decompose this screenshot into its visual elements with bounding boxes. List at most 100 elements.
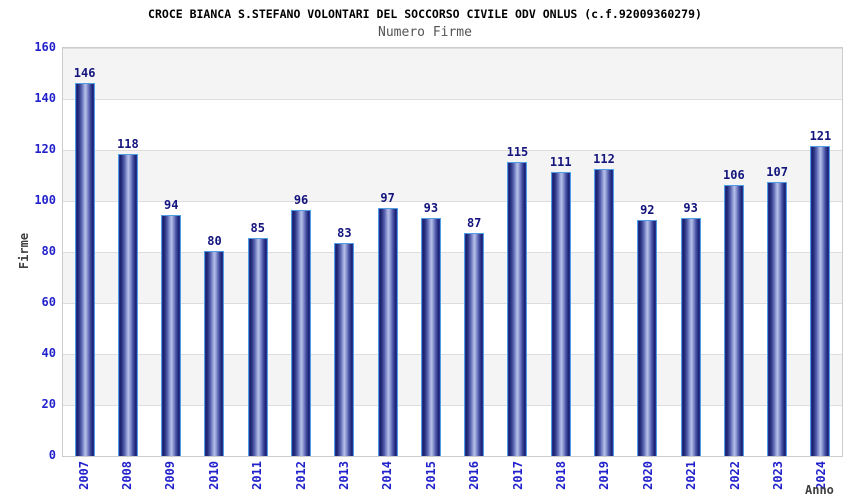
bar-slot: 121 — [799, 48, 842, 456]
bar-slot: 83 — [323, 48, 366, 456]
x-tick-label: 2013 — [337, 461, 352, 490]
x-tick-slot: 2016 — [453, 461, 496, 500]
bar-slot: 111 — [539, 48, 582, 456]
x-tick-slot: 2015 — [409, 461, 452, 500]
plot-area: 146 118 94 80 85 96 83 97 93 87 115 111 112 92 93 106 10… — [62, 47, 843, 457]
x-tick-label: 2011 — [250, 461, 265, 490]
x-tick-label: 2019 — [597, 461, 612, 490]
x-tick-label: 2010 — [206, 461, 221, 490]
bar-value-label: 146 — [73, 66, 96, 80]
bar-slot: 96 — [279, 48, 322, 456]
x-tick-label: 2018 — [553, 461, 568, 490]
bar-2019 — [594, 169, 615, 456]
bar-value-label: 106 — [723, 168, 745, 182]
bar-value-label: 112 — [593, 152, 615, 166]
y-tick-label: 140 — [34, 91, 56, 105]
x-axis-title: Anno — [805, 483, 834, 497]
bar-slot: 112 — [582, 48, 625, 456]
bar-value-label: 97 — [380, 191, 395, 205]
bar-value-label: 94 — [163, 198, 179, 212]
y-tick-label: 120 — [34, 142, 56, 156]
x-tick-slot: 2012 — [279, 461, 322, 500]
x-tick-label: 2014 — [380, 461, 395, 490]
bar-slot: 80 — [193, 48, 236, 456]
bar-2022 — [723, 185, 744, 456]
bar-2012 — [291, 210, 312, 456]
bar-2023 — [767, 182, 788, 456]
bar-2015 — [420, 218, 441, 456]
x-tick-slot: 2013 — [322, 461, 365, 500]
bar-value-label: 87 — [466, 216, 482, 230]
bar-slot: 87 — [453, 48, 496, 456]
bar-2018 — [550, 172, 571, 456]
bar-2014 — [377, 208, 398, 456]
x-tick-slot: 2020 — [626, 461, 669, 500]
bar-2008 — [117, 154, 138, 456]
y-tick-label: 100 — [34, 193, 56, 207]
x-tick-slot: 2022 — [713, 461, 756, 500]
bar-2009 — [161, 215, 182, 456]
bar-slot: 115 — [496, 48, 539, 456]
chart-title: CROCE BIANCA S.STEFANO VOLONTARI DEL SOC… — [148, 7, 702, 21]
bar-value-label: 121 — [809, 129, 832, 143]
x-tick-slot: 2021 — [669, 461, 712, 500]
x-tick-slot: 2023 — [756, 461, 799, 500]
x-axis-ticks: 2007 2008 2009 2010 2011 2012 2013 2014 2015 2016… — [62, 461, 843, 500]
x-tick-slot: 2007 — [62, 461, 105, 500]
bar-2024 — [810, 146, 831, 456]
bar-slot: 92 — [626, 48, 669, 456]
bar-value-label: 85 — [250, 221, 265, 235]
bar-2020 — [637, 220, 658, 456]
y-tick-label: 60 — [41, 295, 56, 309]
x-tick-label: 2022 — [727, 461, 742, 490]
bar-slot: 118 — [106, 48, 149, 456]
bar-value-label: 93 — [423, 201, 439, 215]
x-tick-label: 2015 — [423, 461, 438, 490]
x-tick-slot: 2019 — [583, 461, 626, 500]
bar-value-label: 80 — [207, 234, 222, 248]
x-tick-label: 2016 — [467, 461, 482, 490]
x-tick-label: 2009 — [163, 461, 178, 490]
x-tick-label: 2023 — [770, 461, 785, 490]
x-tick-label: 2012 — [293, 461, 308, 490]
x-tick-label: 2020 — [640, 461, 655, 490]
x-tick-slot: 2011 — [236, 461, 279, 500]
y-tick-label: 80 — [41, 244, 56, 258]
bar-value-label: 96 — [293, 193, 309, 207]
x-tick-slot: 2017 — [496, 461, 539, 500]
bars-layer: 146 118 94 80 85 96 83 97 93 87 115 111 112 92 93 106 10… — [63, 48, 842, 456]
bar-value-label: 111 — [549, 155, 572, 169]
x-tick-label: 2007 — [76, 461, 91, 490]
bar-slot: 93 — [409, 48, 452, 456]
y-tick-label: 160 — [34, 40, 56, 54]
bar-2021 — [680, 218, 701, 456]
bar-value-label: 115 — [506, 145, 529, 159]
bar-2017 — [507, 162, 528, 456]
x-tick-label: 2021 — [684, 461, 699, 490]
bar-slot: 146 — [63, 48, 106, 456]
bar-slot: 107 — [756, 48, 799, 456]
y-tick-label: 0 — [48, 448, 56, 462]
x-tick-label: 2017 — [510, 461, 525, 490]
bar-value-label: 92 — [640, 203, 655, 217]
bar-value-label: 93 — [683, 201, 698, 215]
x-tick-slot: 2010 — [192, 461, 235, 500]
bar-slot: 93 — [669, 48, 712, 456]
bar-2016 — [464, 233, 485, 456]
x-tick-label: 2008 — [120, 461, 135, 490]
x-tick-slot: 2008 — [105, 461, 148, 500]
y-tick-label: 40 — [41, 346, 56, 360]
bar-slot: 94 — [150, 48, 193, 456]
x-tick-slot: 2014 — [366, 461, 409, 500]
bar-slot: 97 — [366, 48, 409, 456]
bar-value-label: 118 — [117, 137, 139, 151]
y-tick-label: 20 — [41, 397, 56, 411]
chart-subtitle: Numero Firme — [378, 25, 472, 40]
bar-2007 — [74, 83, 95, 456]
bar-2010 — [204, 251, 225, 456]
bar-slot: 85 — [236, 48, 279, 456]
bar-2013 — [334, 243, 355, 456]
x-tick-slot: 2009 — [149, 461, 192, 500]
bar-value-label: 83 — [337, 226, 352, 240]
